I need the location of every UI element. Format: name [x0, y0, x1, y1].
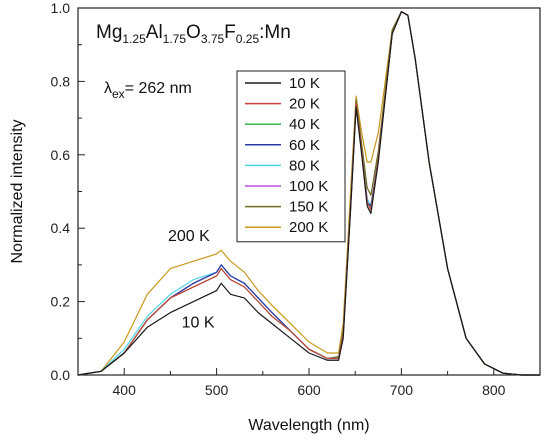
excitation-symbol: λ — [104, 80, 112, 97]
annotations: 200 K 10 K — [168, 228, 215, 331]
legend-label: 100 K — [289, 178, 328, 195]
x-tick-label: 600 — [297, 382, 321, 398]
formula-part: Mg — [96, 22, 122, 43]
legend-label: 40 K — [289, 116, 320, 133]
formula-subscript: 0.25 — [236, 32, 260, 46]
compound-formula: Mg1.25Al1.75O3.75F0.25:Mn — [96, 22, 291, 46]
x-tick-label: 400 — [113, 382, 137, 398]
legend: 10 K 20 K 40 K 60 K 80 K 100 K 150 K 200 K — [236, 70, 346, 243]
y-tick-label: 0.4 — [51, 220, 71, 236]
formula-subscript: 1.25 — [122, 32, 146, 46]
formula-subscript: 1.75 — [163, 32, 187, 46]
formula-subscript: 3.75 — [201, 32, 225, 46]
x-axis: 400 500 600 700 800 — [77, 368, 541, 398]
x-tick-label: 500 — [205, 382, 229, 398]
x-axis-title: Wavelength (nm) — [248, 417, 369, 434]
formula-part: O — [186, 22, 201, 43]
legend-box — [236, 70, 346, 243]
formula-part: F — [224, 22, 236, 43]
y-tick-label: 0.0 — [51, 367, 71, 383]
y-tick-label: 0.8 — [51, 73, 71, 89]
series-lines — [77, 11, 540, 376]
formula-part: Al — [146, 22, 163, 43]
excitation-wavelength: λex= 262 nm — [104, 80, 192, 101]
y-axis-title: Normalized intensity — [9, 119, 26, 263]
legend-label: 80 K — [289, 157, 320, 174]
legend-label: 10 K — [289, 75, 320, 92]
y-axis: 0.0 0.2 0.4 0.6 0.8 1.0 — [51, 0, 85, 383]
legend-label: 200 K — [289, 219, 328, 236]
x-tick-label: 700 — [390, 382, 414, 398]
excitation-value: = 262 nm — [125, 80, 192, 97]
y-tick-label: 0.2 — [51, 294, 71, 310]
series-line-10k — [77, 11, 540, 376]
curve-annotation: 200 K — [168, 228, 210, 245]
y-tick-label: 0.6 — [51, 147, 71, 163]
legend-label: 150 K — [289, 199, 328, 216]
curve-annotation: 10 K — [182, 314, 215, 331]
y-tick-label: 1.0 — [51, 0, 71, 16]
x-tick-label: 800 — [482, 382, 506, 398]
excitation-subscript: ex — [112, 87, 125, 101]
legend-label: 20 K — [289, 96, 320, 113]
legend-label: 60 K — [289, 137, 320, 154]
formula-part: :Mn — [259, 22, 291, 43]
